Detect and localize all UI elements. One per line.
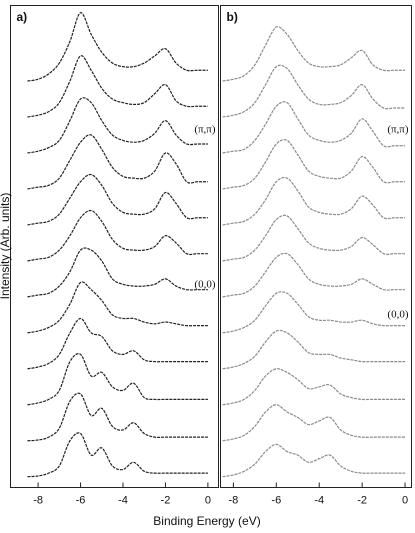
- spectrum-line: [27, 317, 208, 370]
- x-tick-label: -8: [228, 494, 238, 506]
- spectrum-line: [222, 291, 406, 334]
- spectrum-line: [27, 55, 208, 118]
- spectrum-line: [27, 12, 208, 82]
- spectrum-line: [27, 353, 208, 406]
- y-axis-label: Intensity (Arb. units): [0, 193, 12, 300]
- spectrum-line: [27, 209, 208, 262]
- spectrum-line: [27, 97, 208, 154]
- spectrum-line: [222, 368, 406, 406]
- spectrum-line: [222, 176, 406, 226]
- spectrum-line: [222, 404, 406, 442]
- spectrum-line: [27, 281, 208, 334]
- annotation: (0,0): [194, 279, 215, 291]
- x-tick-label: -2: [357, 494, 367, 506]
- panel-frame: [10, 5, 219, 488]
- x-tick-label: -2: [161, 494, 171, 506]
- x-tick-label: -4: [118, 494, 128, 506]
- spectrum-line: [222, 64, 406, 118]
- x-tick-label: -8: [33, 494, 43, 506]
- x-tick-label: 0: [402, 494, 408, 506]
- spectrum-line: [27, 173, 208, 226]
- panel-label: a): [17, 10, 28, 24]
- x-tick-label: -6: [271, 494, 281, 506]
- spectrum-line: [222, 26, 406, 82]
- spectrum-line: [27, 392, 208, 442]
- spectrum-line: [222, 139, 406, 190]
- annotation: (0,0): [387, 309, 408, 321]
- annotation: (π,π): [194, 124, 216, 136]
- spectrum-line: [27, 134, 208, 190]
- spectrum-line: [222, 101, 406, 154]
- x-axis-label: Binding Energy (eV): [153, 514, 260, 528]
- x-tick-label: 0: [205, 494, 211, 506]
- x-tick-label: -4: [314, 494, 324, 506]
- spectrum-line: [222, 214, 406, 262]
- spectrum-line: [27, 247, 208, 298]
- panel-frame: [220, 5, 412, 488]
- panel-label: b): [227, 10, 238, 24]
- spectrum-line: [222, 329, 406, 370]
- spectrum-line: [27, 432, 208, 478]
- spectrum-line: [222, 252, 406, 298]
- spectrum-line: [222, 443, 406, 478]
- x-tick-label: -6: [76, 494, 86, 506]
- annotation: (π,π): [387, 124, 409, 136]
